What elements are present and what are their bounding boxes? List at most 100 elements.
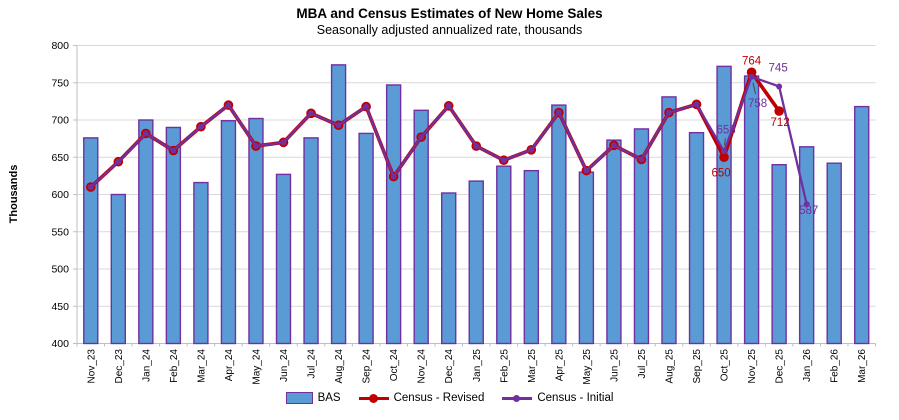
x-tick-label: Aug_24 [334, 349, 345, 384]
x-tick-label: Jan_26 [802, 349, 813, 382]
census-initial-point-Dec_25 [776, 83, 783, 90]
bar-Jun_24 [275, 173, 292, 345]
chart-title: MBA and Census Estimates of New Home Sal… [296, 6, 603, 21]
census-initial-point-May_24 [252, 143, 259, 150]
x-tick-label: Sep_25 [692, 349, 703, 384]
x-tick-label: Nov_24 [417, 349, 428, 384]
x-tick-label: Dec_24 [444, 349, 455, 384]
bar-Nov_24 [413, 109, 429, 345]
annotation-764: 764 [742, 55, 762, 67]
census-initial-point-Nov_23 [87, 184, 94, 191]
legend-item-census-initial: Census - Initial [502, 392, 613, 404]
annotation-587: 587 [799, 205, 818, 217]
census-initial-point-Aug_24 [335, 122, 342, 129]
bar-Jan_24 [138, 119, 154, 345]
census-initial-point-Apr_24 [225, 102, 232, 109]
bar-Sep_25 [688, 131, 705, 345]
bar-Jan_25 [468, 180, 484, 345]
bar-Feb_25 [496, 165, 512, 345]
bar-Oct_25 [716, 65, 732, 345]
x-tick-label: Feb_25 [499, 349, 510, 383]
legend-label-census-revised: Census - Revised [393, 392, 485, 404]
bar-Aug_24 [330, 64, 347, 345]
revised-line-swatch-icon [358, 392, 389, 404]
census-initial-point-Mar_25 [528, 146, 535, 153]
y-tick-label: 650 [51, 152, 69, 164]
census-initial-point-Jan_24 [142, 130, 149, 137]
census-initial-point-Jul_25 [638, 156, 645, 163]
legend-label-bas: BAS [317, 392, 341, 404]
census-initial-point-Sep_24 [363, 103, 370, 110]
census-revised-point-Oct_25 [719, 152, 729, 163]
y-tick-label: 400 [51, 338, 69, 350]
x-tick-label: Jul_24 [307, 349, 318, 379]
census-revised-point-Nov_25 [746, 67, 757, 78]
annotation-650: 650 [711, 167, 730, 179]
bas-bar-swatch-icon [285, 392, 313, 404]
bar-Jul_25 [633, 128, 650, 345]
x-tick-label: Feb_26 [830, 349, 841, 383]
annotation-758: 758 [748, 98, 767, 110]
x-tick-label: Mar_26 [857, 349, 868, 383]
bar-Nov_23 [83, 137, 99, 345]
census-initial-point-Sep_25 [693, 101, 700, 108]
bar-Dec_25 [771, 163, 787, 345]
census-initial-point-Mar_24 [197, 123, 204, 130]
census-initial-point-Dec_23 [115, 158, 122, 165]
legend-item-bas: BAS [285, 392, 341, 404]
x-tick-label: Nov_25 [747, 349, 758, 384]
census-initial-point-Jan_25 [473, 143, 480, 150]
y-tick-label: 600 [51, 189, 69, 201]
bar-Dec_23 [110, 193, 127, 345]
x-tick-label: Jul_25 [637, 349, 648, 379]
y-tick-label: 500 [51, 264, 69, 276]
x-tick-label: Oct_24 [389, 349, 400, 382]
bar-Mar_24 [193, 181, 209, 345]
x-tick-label: Apr_25 [554, 349, 565, 382]
census-initial-point-Feb_24 [170, 147, 177, 154]
census-initial-point-May_25 [583, 167, 590, 174]
initial-line-swatch-icon [502, 392, 533, 404]
bar-Apr_24 [220, 120, 237, 345]
bar-Jan_26 [798, 146, 815, 345]
bar-Nov_25 [743, 75, 760, 345]
annotation-658: 658 [716, 124, 735, 136]
x-tick-label: Mar_24 [196, 349, 207, 383]
x-tick-label: May_25 [582, 349, 593, 385]
y-tick-label: 450 [51, 301, 69, 313]
y-tick-label: 700 [51, 115, 69, 127]
census-initial-point-Feb_25 [500, 157, 507, 164]
x-tick-label: Oct_25 [720, 349, 731, 382]
census-initial-point-Nov_24 [418, 134, 425, 141]
bar-Feb_26 [826, 162, 842, 345]
x-tick-label: Apr_24 [224, 349, 235, 382]
census-initial-point-Jul_24 [308, 110, 315, 117]
bar-Dec_24 [441, 192, 457, 345]
x-tick-label: Dec_25 [775, 349, 786, 384]
census-initial-point-Jun_25 [610, 142, 617, 149]
y-tick-label: 750 [51, 77, 69, 89]
bar-Jul_24 [303, 137, 319, 345]
x-tick-label: Jan_25 [472, 349, 483, 382]
bar-Feb_24 [165, 126, 182, 345]
legend-label-census-initial: Census - Initial [537, 392, 614, 404]
census-initial-point-Oct_24 [390, 173, 397, 180]
census-initial-point-Oct_25 [721, 148, 728, 155]
census-initial-point-Nov_25 [748, 73, 755, 80]
bar-May_25 [578, 171, 595, 345]
x-tick-label: Aug_25 [664, 349, 675, 384]
annotation-leader [752, 82, 757, 95]
census-revised-point-Dec_25 [774, 106, 784, 116]
bar-May_24 [248, 117, 264, 345]
chart-subtitle: Seasonally adjusted annualized rate, tho… [316, 23, 583, 37]
x-tick-label: May_24 [251, 349, 262, 385]
x-tick-label: Nov_23 [86, 349, 97, 384]
x-tick-label: Mar_25 [527, 349, 538, 383]
x-tick-label: Jan_24 [141, 349, 152, 382]
legend: BAS Census - Revised Census - Initial [0, 392, 899, 404]
bar-Oct_24 [385, 84, 402, 345]
census-initial-point-Jan_26 [803, 201, 810, 208]
x-tick-label: Sep_24 [362, 349, 373, 384]
